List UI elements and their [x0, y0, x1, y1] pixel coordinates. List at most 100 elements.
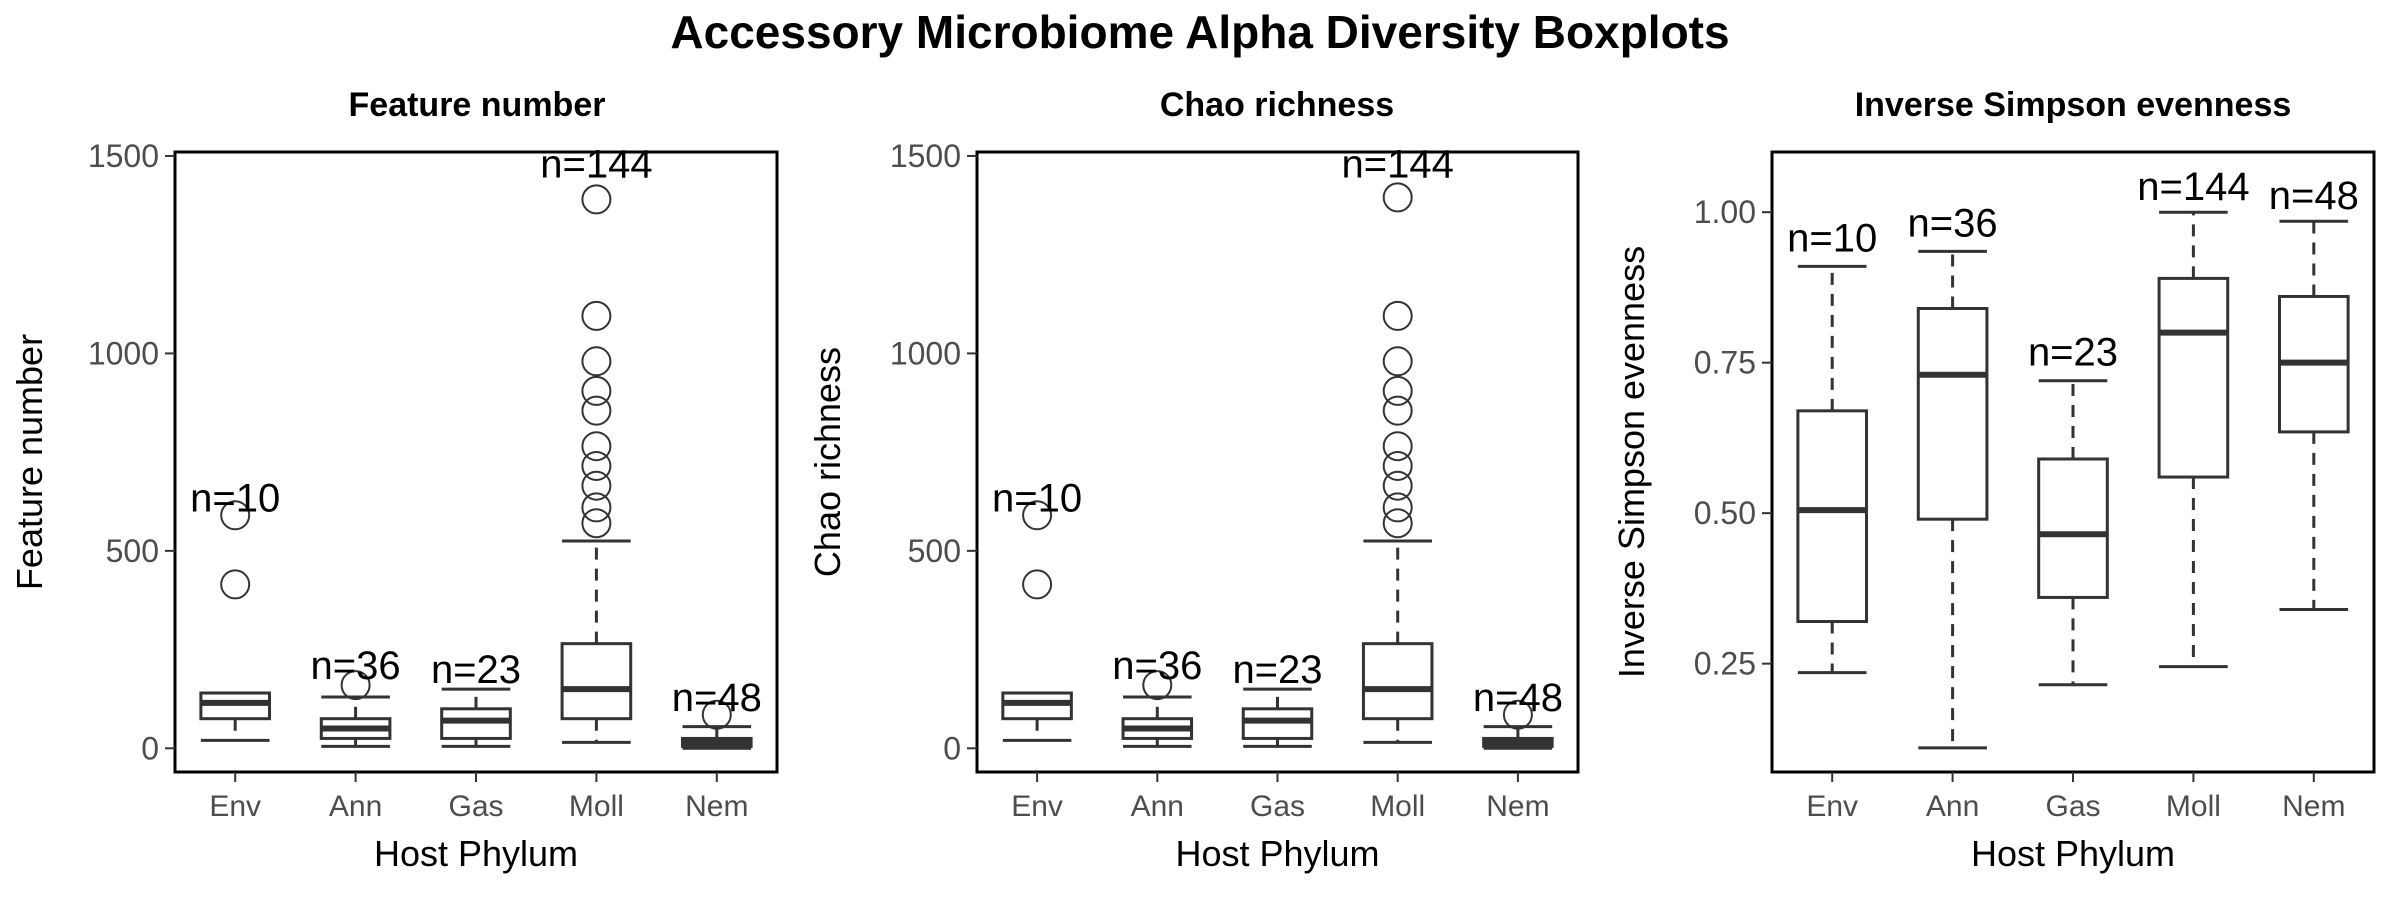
box-moll: n=144 [2137, 165, 2250, 669]
box-ann: n=36 [311, 644, 401, 748]
box-iqr [2037, 457, 2109, 599]
x-tick-label: Moll [2166, 790, 2221, 823]
count-label: n=10 [992, 476, 1082, 520]
y-tick-label: 0.25 [1694, 646, 1756, 682]
box-moll: n=144 [540, 143, 653, 744]
box-gas: n=23 [2028, 331, 2118, 687]
panel-title: Inverse Simpson evenness [1855, 86, 2292, 124]
outlier-point [1022, 500, 1053, 531]
outlier-point [1382, 182, 1413, 213]
x-tick-label: Moll [1370, 790, 1425, 823]
y-tick-label: 1000 [890, 335, 961, 371]
outlier-point [220, 500, 251, 531]
box-ann: n=36 [1112, 644, 1202, 748]
y-axis-title: Chao richness [807, 347, 848, 577]
outlier-point [1382, 395, 1413, 426]
x-axis-title: Host Phylum [1175, 833, 1379, 874]
count-label: n=10 [190, 476, 280, 520]
y-tick-label: 1500 [88, 138, 159, 174]
outlier-point [1382, 450, 1413, 481]
outlier-point [340, 670, 371, 701]
count-label: n=36 [1112, 644, 1202, 688]
box-ann: n=36 [1908, 201, 1998, 750]
box-env: n=10 [1787, 216, 1877, 675]
outlier-point [581, 375, 612, 406]
count-label: n=48 [2269, 174, 2359, 218]
outlier-point [1382, 508, 1413, 539]
box-env: n=10 [190, 476, 280, 742]
outlier-point [220, 569, 251, 600]
x-axis-title: Host Phylum [374, 833, 578, 874]
outlier-point [1142, 670, 1173, 701]
x-tick-label: Gas [448, 790, 503, 823]
box-gas: n=23 [1232, 648, 1323, 748]
y-tick-label: 0.75 [1694, 345, 1756, 381]
outlier-point [1382, 431, 1413, 462]
count-label: n=10 [1787, 216, 1877, 260]
box-iqr [560, 642, 633, 721]
box-env: n=10 [992, 476, 1082, 742]
x-tick-label: Nem [2282, 790, 2345, 823]
count-label: n=144 [1342, 143, 1454, 187]
y-axis-title: Inverse Simpson evenness [1611, 246, 1652, 678]
count-label: n=23 [431, 648, 521, 692]
outlier-point [1382, 346, 1413, 377]
outlier-point [1382, 375, 1413, 406]
x-tick-label: Nem [1486, 790, 1549, 823]
y-axis-title: Feature number [9, 334, 50, 590]
box-gas: n=23 [431, 648, 521, 748]
count-label: n=48 [672, 676, 762, 720]
outlier-point [581, 184, 612, 215]
count-label: n=36 [311, 644, 401, 688]
panel-1: Feature number n=10 n=36 n=23 n=144 n=48 0 500 1… [9, 86, 779, 874]
count-label: n=36 [1908, 201, 1998, 245]
count-label: n=23 [1232, 648, 1322, 692]
y-tick-label: 1500 [890, 138, 961, 174]
box-moll: n=144 [1342, 143, 1454, 744]
count-label: n=48 [1473, 676, 1563, 720]
x-tick-label: Ann [329, 790, 382, 823]
panels: Feature number n=10 n=36 n=23 n=144 n=48 0 500 1… [9, 86, 2376, 874]
y-tick-label: 500 [908, 533, 961, 569]
outlier-point [581, 492, 612, 523]
count-label: n=23 [2028, 331, 2118, 375]
count-label: n=144 [2137, 165, 2249, 209]
outlier-point [1382, 300, 1413, 331]
outlier-point [701, 699, 732, 730]
box-iqr [1361, 642, 1434, 721]
y-tick-label: 0.50 [1694, 495, 1756, 531]
count-label: n=144 [540, 143, 652, 187]
box-iqr [1916, 307, 1989, 521]
outlier-point [1382, 492, 1413, 523]
x-tick-label: Moll [569, 790, 624, 823]
panel-title: Feature number [349, 86, 606, 124]
outlier-point [581, 450, 612, 481]
y-tick-label: 0 [141, 730, 159, 766]
outlier-point [581, 346, 612, 377]
box-iqr [2157, 276, 2230, 479]
outlier-point [581, 508, 612, 539]
outlier-point [581, 300, 612, 331]
outlier-point [1502, 699, 1533, 730]
x-tick-label: Ann [1926, 790, 1979, 823]
x-tick-label: Gas [2045, 790, 2100, 823]
x-tick-label: Nem [685, 790, 748, 823]
y-tick-label: 500 [106, 533, 159, 569]
outlier-point [1382, 470, 1413, 501]
x-tick-label: Env [1011, 790, 1063, 823]
box-nem: n=48 [1473, 676, 1563, 750]
outlier-point [581, 431, 612, 462]
figure-title: Accessory Microbiome Alpha Diversity Box… [670, 6, 1729, 58]
x-tick-label: Env [209, 790, 261, 823]
box-nem: n=48 [672, 676, 762, 750]
x-axis-title: Host Phylum [1971, 833, 2175, 874]
panel-3: Inverse Simpson evenness n=10 n=36 n=23 n=14… [1611, 86, 2376, 874]
panel-2: Chao richness n=10 n=36 n=23 n=144 n=48 0 500 10… [807, 86, 1580, 874]
box-iqr [1796, 409, 1869, 624]
outlier-point [581, 470, 612, 501]
x-tick-label: Ann [1131, 790, 1184, 823]
x-tick-label: Gas [1250, 790, 1305, 823]
